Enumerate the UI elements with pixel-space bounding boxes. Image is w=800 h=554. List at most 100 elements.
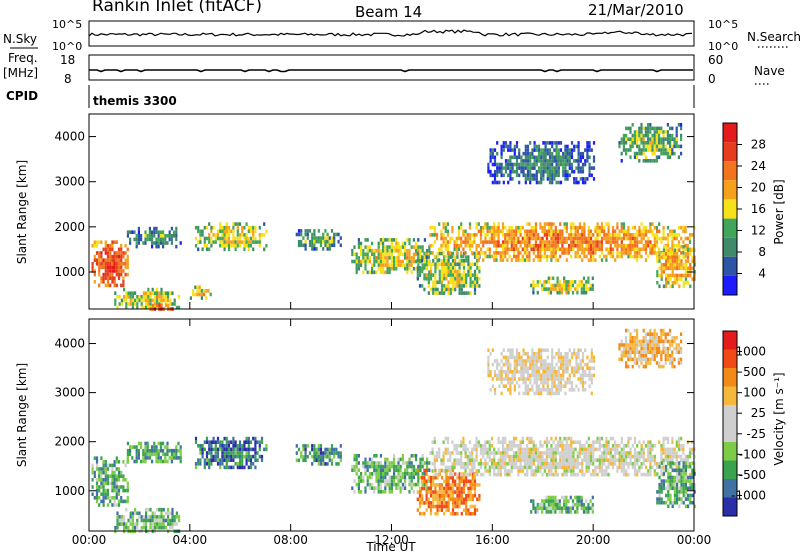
data-cell xyxy=(319,243,323,248)
data-cell xyxy=(173,230,176,234)
data-cell xyxy=(598,229,601,234)
data-cell xyxy=(651,458,654,462)
data-cell xyxy=(688,447,692,452)
data-cell xyxy=(451,287,455,292)
data-cell xyxy=(565,229,568,234)
data-cell xyxy=(526,144,530,149)
data-cell xyxy=(444,243,447,248)
data-cell xyxy=(574,440,577,444)
data-cell xyxy=(523,247,527,252)
data-cell xyxy=(140,298,143,303)
data-cell xyxy=(649,148,652,152)
data-cell xyxy=(243,440,246,444)
data-cell xyxy=(404,263,407,267)
data-cell xyxy=(462,280,466,285)
data-cell xyxy=(541,225,544,230)
data-cell xyxy=(589,462,593,466)
data-cell xyxy=(445,508,448,512)
data-cell xyxy=(476,258,479,263)
data-cell xyxy=(446,233,450,237)
data-cell xyxy=(678,259,681,263)
data-cell xyxy=(542,169,545,174)
data-cell xyxy=(537,447,540,452)
data-cell xyxy=(532,499,535,503)
data-cell xyxy=(297,243,301,248)
data-cell xyxy=(647,440,650,444)
data-cell xyxy=(449,291,452,295)
data-cell xyxy=(451,225,454,230)
data-cell xyxy=(390,263,393,267)
data-cell xyxy=(546,177,549,181)
data-cell xyxy=(469,269,472,274)
data-cell xyxy=(526,352,530,356)
data-cell xyxy=(686,462,689,466)
data-cell xyxy=(375,270,378,275)
data-cell xyxy=(416,508,419,512)
data-cell xyxy=(677,440,681,444)
data-cell xyxy=(633,472,637,477)
data-cell xyxy=(102,499,105,504)
data-cell xyxy=(642,126,645,131)
data-cell xyxy=(486,451,489,455)
data-cell xyxy=(467,273,470,277)
data-cell xyxy=(556,451,560,455)
data-cell xyxy=(477,469,480,473)
data-cell xyxy=(225,236,228,241)
data-cell xyxy=(230,465,233,470)
data-cell xyxy=(475,472,478,477)
data-cell xyxy=(445,266,448,270)
data-cell xyxy=(479,240,483,244)
data-cell xyxy=(451,508,455,512)
data-cell xyxy=(578,222,582,226)
data-cell xyxy=(530,472,533,477)
data-cell xyxy=(175,234,178,238)
data-cell xyxy=(458,273,461,277)
data-cell xyxy=(532,247,535,252)
data-cell xyxy=(493,359,497,363)
data-cell xyxy=(399,490,402,494)
data-cell xyxy=(315,239,318,244)
data-cell xyxy=(541,454,544,459)
data-cell xyxy=(676,255,679,260)
data-cell xyxy=(653,236,656,241)
data-cell xyxy=(498,169,501,174)
data-cell xyxy=(421,493,424,498)
data-cell xyxy=(126,456,129,460)
data-cell xyxy=(541,444,544,448)
data-cell xyxy=(509,144,512,149)
data-cell xyxy=(649,137,652,141)
data-cell xyxy=(591,276,594,281)
data-cell xyxy=(581,229,584,234)
data-cell xyxy=(570,225,573,230)
data-cell xyxy=(254,240,257,244)
data-cell xyxy=(548,177,552,181)
data-cell xyxy=(457,247,461,252)
data-cell xyxy=(507,377,510,381)
data-cell xyxy=(115,478,118,482)
data-cell xyxy=(620,225,623,230)
data-cell xyxy=(529,162,532,167)
data-cell xyxy=(523,451,527,455)
data-cell xyxy=(504,359,508,363)
data-cell xyxy=(620,436,623,441)
data-cell xyxy=(533,355,536,360)
data-cell xyxy=(362,461,365,465)
data-cell xyxy=(426,457,429,462)
data-cell xyxy=(487,370,490,374)
data-cell xyxy=(137,452,140,457)
data-cell xyxy=(425,508,428,512)
data-cell xyxy=(168,230,171,234)
data-cell xyxy=(502,180,505,185)
data-cell xyxy=(589,451,593,455)
data-cell xyxy=(322,239,325,244)
data-cell xyxy=(638,159,641,163)
data-cell xyxy=(373,248,376,253)
data-cell xyxy=(306,236,309,240)
power-colorbar-label: Power [dB] xyxy=(772,179,786,244)
data-cell xyxy=(426,248,429,253)
data-cell xyxy=(475,454,478,459)
data-cell xyxy=(502,141,505,145)
data-cell xyxy=(104,240,107,244)
data-cell xyxy=(537,247,540,252)
data-cell xyxy=(357,256,360,260)
